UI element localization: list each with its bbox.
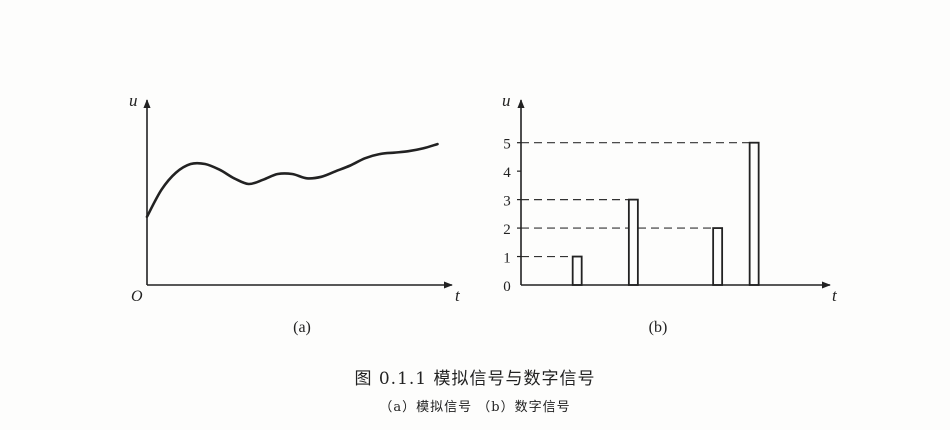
digital-bar (571, 255, 583, 286)
digital-bar (627, 198, 639, 286)
panel-a-label: (a) (293, 319, 311, 336)
panel-a-analog-signal: u t O (a) (129, 91, 461, 336)
y-tick-label: 1 (503, 251, 511, 267)
panel-b-reference-lines (521, 142, 750, 258)
panel-b-xlabel: t (832, 286, 838, 305)
panel-b-bars (571, 141, 760, 286)
panel-b-digital-signal: 0 1 2 3 4 5 u t (b) (502, 91, 838, 336)
panel-a-xlabel: t (455, 286, 461, 305)
digital-bar (748, 141, 760, 286)
y-tick-label: 4 (503, 165, 511, 181)
panel-a-origin-label: O (131, 288, 143, 305)
figure-caption-title: 图 0.1.1 模拟信号与数字信号 (354, 369, 596, 389)
y-tick-label: 2 (503, 222, 511, 238)
digital-bar (712, 227, 724, 286)
panel-b-ylabel: u (502, 91, 511, 110)
figure-caption-subtitle: （a）模拟信号 （b）数字信号 (379, 400, 571, 415)
y-tick-label: 0 (503, 279, 511, 295)
panel-a-ylabel: u (129, 91, 138, 110)
panel-b-label: (b) (649, 319, 668, 336)
panel-a-signal-curve (145, 142, 439, 218)
y-tick-label: 5 (503, 137, 511, 153)
y-tick-label: 3 (503, 194, 511, 210)
panel-b-y-ticks: 0 1 2 3 4 5 (503, 137, 521, 295)
